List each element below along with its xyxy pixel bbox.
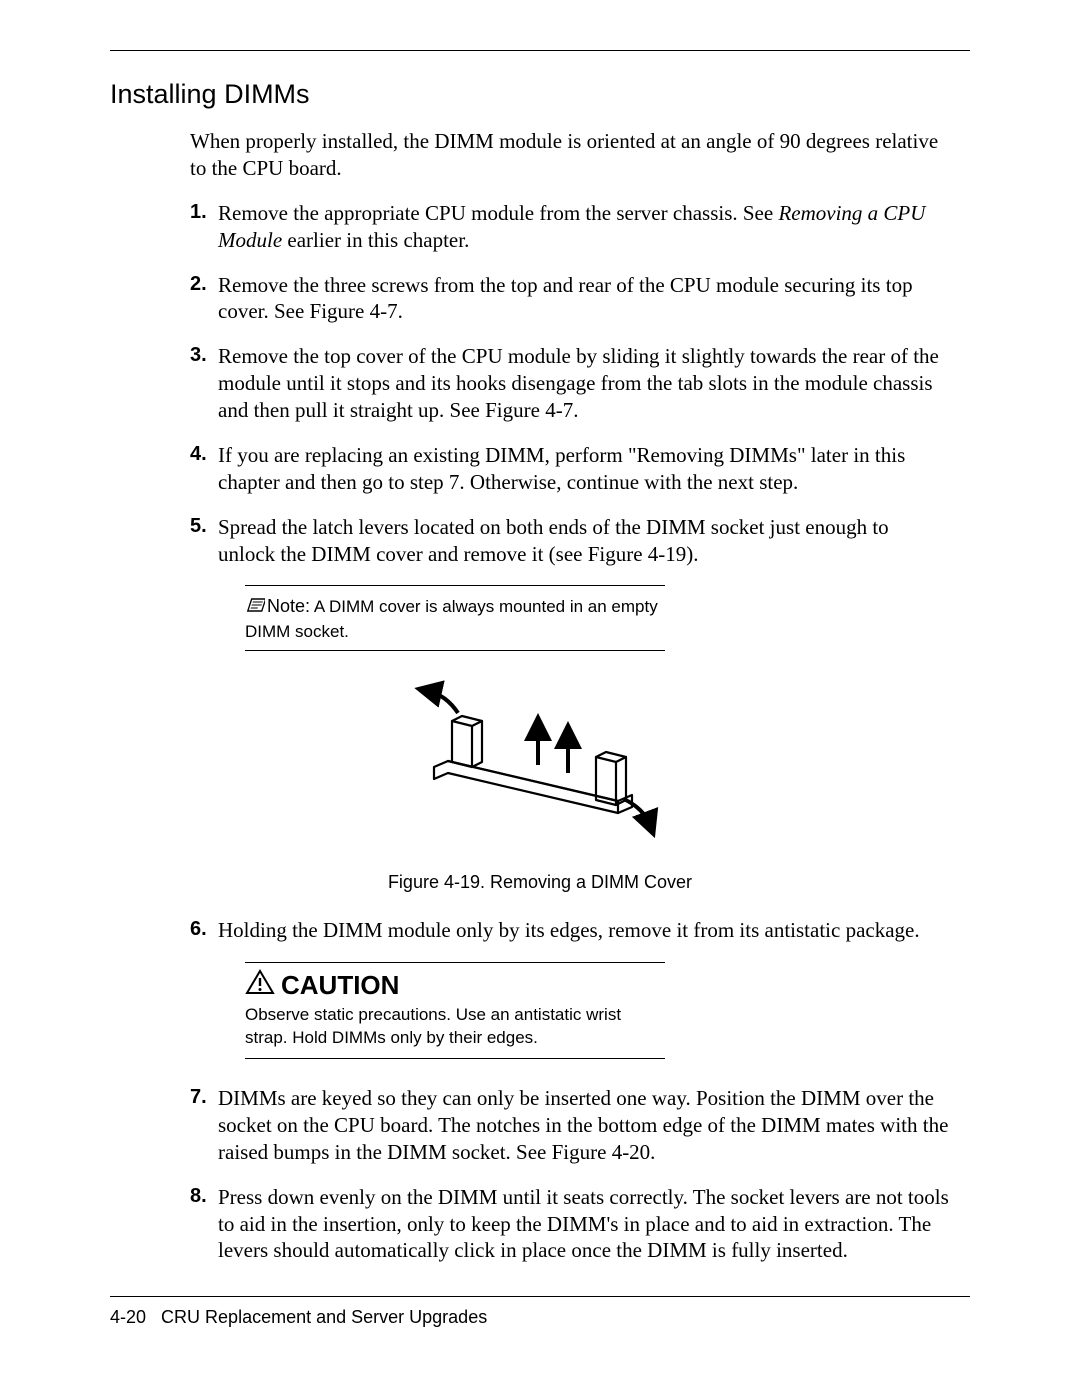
caution-icon bbox=[245, 969, 275, 1002]
step-text: earlier in this chapter. bbox=[282, 228, 469, 252]
footer-title: CRU Replacement and Server Upgrades bbox=[161, 1307, 487, 1327]
step-number: 3. bbox=[190, 343, 218, 424]
step-number: 4. bbox=[190, 442, 218, 496]
steps-list-3: 7. DIMMs are keyed so they can only be i… bbox=[190, 1085, 950, 1264]
caution-heading: CAUTION bbox=[245, 969, 665, 1002]
step-text: Remove the appropriate CPU module from t… bbox=[218, 201, 778, 225]
step-number: 6. bbox=[190, 917, 218, 944]
note-box: Note: A DIMM cover is always mounted in … bbox=[245, 585, 665, 651]
page-footer: 4-20 CRU Replacement and Server Upgrades bbox=[110, 1307, 970, 1328]
step-body: DIMMs are keyed so they can only be inse… bbox=[218, 1085, 950, 1166]
step-number: 8. bbox=[190, 1184, 218, 1265]
dimm-cover-diagram bbox=[400, 665, 680, 845]
steps-list-2: 6. Holding the DIMM module only by its e… bbox=[190, 917, 950, 944]
step-body: Remove the top cover of the CPU module b… bbox=[218, 343, 950, 424]
intro-paragraph: When properly installed, the DIMM module… bbox=[190, 128, 950, 182]
step-body: If you are replacing an existing DIMM, p… bbox=[218, 442, 950, 496]
step-2: 2. Remove the three screws from the top … bbox=[190, 272, 950, 326]
caution-text: Observe static precautions. Use an antis… bbox=[245, 1004, 665, 1050]
caution-box: CAUTION Observe static precautions. Use … bbox=[245, 962, 665, 1059]
section-heading: Installing DIMMs bbox=[110, 79, 970, 110]
step-5: 5. Spread the latch levers located on bo… bbox=[190, 514, 950, 568]
step-4: 4. If you are replacing an existing DIMM… bbox=[190, 442, 950, 496]
step-number: 5. bbox=[190, 514, 218, 568]
steps-list: 1. Remove the appropriate CPU module fro… bbox=[190, 200, 950, 568]
step-body: Holding the DIMM module only by its edge… bbox=[218, 917, 950, 944]
step-body: Press down evenly on the DIMM until it s… bbox=[218, 1184, 950, 1265]
step-body: Spread the latch levers located on both … bbox=[218, 514, 950, 568]
step-body: Remove the three screws from the top and… bbox=[218, 272, 950, 326]
step-8: 8. Press down evenly on the DIMM until i… bbox=[190, 1184, 950, 1265]
figure-4-19: Figure 4-19. Removing a DIMM Cover bbox=[110, 665, 970, 893]
step-3: 3. Remove the top cover of the CPU modul… bbox=[190, 343, 950, 424]
step-number: 2. bbox=[190, 272, 218, 326]
step-number: 1. bbox=[190, 200, 218, 254]
caution-label: CAUTION bbox=[281, 970, 399, 1001]
step-1: 1. Remove the appropriate CPU module fro… bbox=[190, 200, 950, 254]
top-rule bbox=[110, 50, 970, 51]
step-6: 6. Holding the DIMM module only by its e… bbox=[190, 917, 950, 944]
note-icon bbox=[245, 598, 265, 621]
figure-caption: Figure 4-19. Removing a DIMM Cover bbox=[110, 872, 970, 893]
step-7: 7. DIMMs are keyed so they can only be i… bbox=[190, 1085, 950, 1166]
step-number: 7. bbox=[190, 1085, 218, 1166]
step-body: Remove the appropriate CPU module from t… bbox=[218, 200, 950, 254]
note-label: Note: bbox=[267, 596, 310, 616]
bottom-rule bbox=[110, 1296, 970, 1297]
page-number: 4-20 bbox=[110, 1307, 146, 1327]
